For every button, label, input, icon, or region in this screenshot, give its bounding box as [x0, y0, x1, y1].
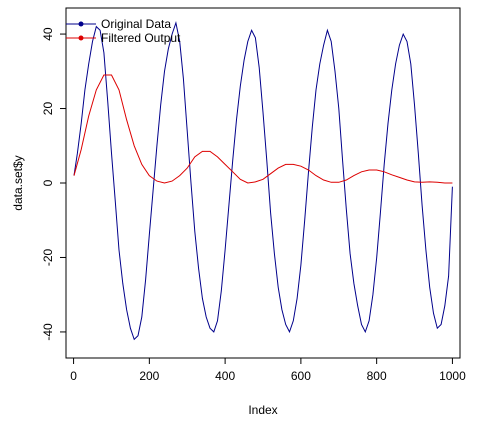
x-tick-label: 800	[367, 369, 387, 383]
y-tick-label: 0	[41, 179, 55, 186]
x-tick-label: 0	[70, 369, 77, 383]
x-axis: 0 200 400 600 800 1000	[70, 358, 466, 383]
legend-label: Original Data	[101, 17, 171, 31]
y-tick-label: -20	[41, 248, 55, 266]
y-axis-label: data.set$y	[11, 155, 25, 210]
legend-marker	[78, 21, 84, 27]
y-axis: -40 -20 0 20 40	[41, 27, 66, 341]
x-tick-label: 400	[215, 369, 235, 383]
legend-marker	[78, 35, 84, 41]
y-tick-label: 20	[41, 102, 55, 116]
x-tick-label: 600	[291, 369, 311, 383]
x-axis-label: Index	[248, 403, 277, 417]
series-line-original-data	[73, 20, 453, 341]
y-tick-label: 40	[41, 27, 55, 41]
x-tick-label: 200	[139, 369, 159, 383]
series-line-filtered-output	[73, 74, 453, 184]
y-tick-label: -40	[41, 323, 55, 341]
legend-label: Filtered Output	[101, 31, 181, 45]
series-layer	[73, 20, 453, 341]
x-tick-label: 1000	[439, 369, 466, 383]
